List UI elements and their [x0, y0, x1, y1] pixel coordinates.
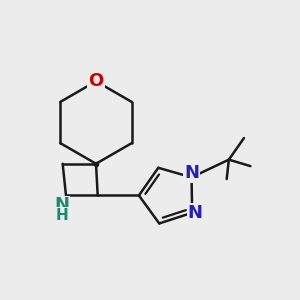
Text: H: H [56, 208, 68, 223]
Text: N: N [55, 196, 70, 214]
Text: N: N [188, 204, 202, 222]
Text: N: N [184, 164, 199, 182]
Text: O: O [88, 72, 104, 90]
